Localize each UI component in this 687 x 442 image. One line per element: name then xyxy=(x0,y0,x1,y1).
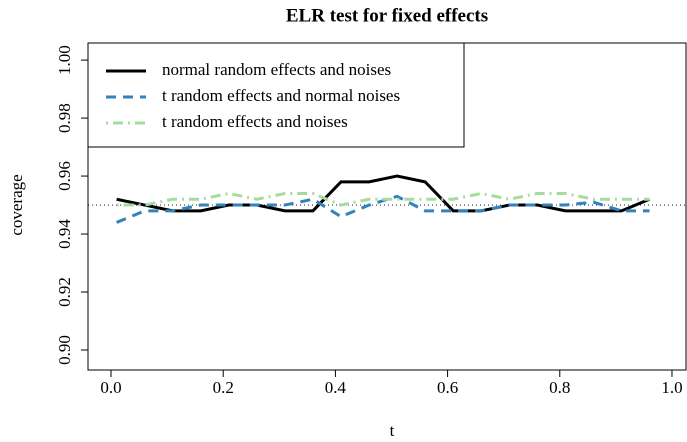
x-tick-label: 0.6 xyxy=(437,378,458,397)
y-axis-label: coverage xyxy=(7,174,26,235)
x-tick-label: 1.0 xyxy=(661,378,682,397)
series-line xyxy=(116,174,651,213)
series-line xyxy=(116,191,650,207)
y-tick-label: 1.00 xyxy=(55,45,74,75)
legend-label: t random effects and normal noises xyxy=(162,86,400,105)
x-tick-label: 0.8 xyxy=(549,378,570,397)
x-tick-label: 0.0 xyxy=(100,378,121,397)
y-tick-label: 0.96 xyxy=(55,161,74,191)
legend-label: t random effects and noises xyxy=(162,112,348,131)
x-axis-label: t xyxy=(390,421,395,440)
legend-label: normal random effects and noises xyxy=(162,60,391,79)
y-tick-label: 0.92 xyxy=(55,277,74,307)
x-tick-label: 0.4 xyxy=(325,378,347,397)
y-tick-label: 0.90 xyxy=(55,335,74,365)
y-tick-label: 0.94 xyxy=(55,219,74,249)
legend-box xyxy=(87,42,465,148)
y-tick-label: 0.98 xyxy=(55,103,74,133)
chart-title: ELR test for fixed effects xyxy=(286,5,488,26)
x-tick-label: 0.2 xyxy=(213,378,234,397)
